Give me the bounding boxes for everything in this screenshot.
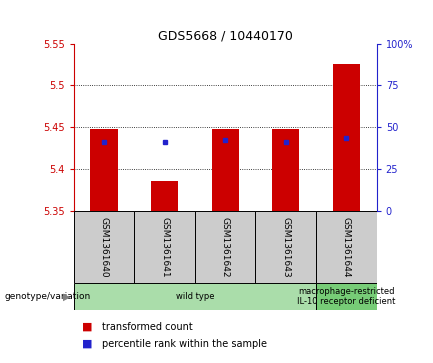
Text: ▶: ▶ <box>63 291 71 302</box>
Bar <box>90 129 117 211</box>
Bar <box>316 283 377 310</box>
Text: GSM1361641: GSM1361641 <box>160 216 169 277</box>
Text: genotype/variation: genotype/variation <box>4 292 90 301</box>
Bar <box>272 129 299 211</box>
Text: GSM1361643: GSM1361643 <box>281 216 290 277</box>
Title: GDS5668 / 10440170: GDS5668 / 10440170 <box>158 29 293 42</box>
Bar <box>74 211 134 283</box>
Text: ■: ■ <box>82 339 93 349</box>
Bar <box>255 211 316 283</box>
Bar <box>151 181 178 211</box>
Text: wild type: wild type <box>176 292 214 301</box>
Bar <box>211 129 239 211</box>
Bar <box>195 211 255 283</box>
Bar <box>316 211 377 283</box>
Bar <box>74 283 316 310</box>
Text: percentile rank within the sample: percentile rank within the sample <box>102 339 267 349</box>
Text: macrophage-restricted
IL-10 receptor deficient: macrophage-restricted IL-10 receptor def… <box>297 287 396 306</box>
Text: transformed count: transformed count <box>102 322 193 332</box>
Text: GSM1361642: GSM1361642 <box>221 217 229 277</box>
Text: ■: ■ <box>82 322 93 332</box>
Text: GSM1361640: GSM1361640 <box>100 216 108 277</box>
Text: GSM1361644: GSM1361644 <box>342 217 351 277</box>
Bar <box>333 64 360 211</box>
Bar <box>134 211 195 283</box>
